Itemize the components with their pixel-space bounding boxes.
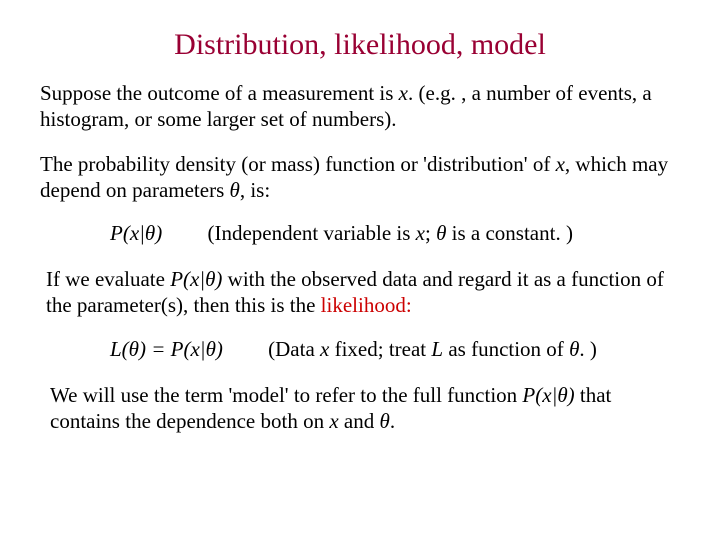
eq2-rhs-b: fixed; treat xyxy=(329,337,431,361)
p4-text-a: We will use the term 'model' to refer to… xyxy=(50,383,522,407)
eq2-rhs-a: (Data xyxy=(268,337,320,361)
eq1-lhs: P(x|θ) xyxy=(110,221,162,246)
paragraph-3: If we evaluate P(x|θ) with the observed … xyxy=(46,266,680,319)
eq2-rhs: (Data x fixed; treat L as function of θ.… xyxy=(268,337,597,361)
p2-var-x: x xyxy=(556,152,565,176)
equation-1: P(x|θ) (Independent variable is x; θ is … xyxy=(40,221,680,246)
eq1-rhs-theta: θ xyxy=(436,221,446,245)
equation-2: L(θ) = P(x|θ) (Data x fixed; treat L as … xyxy=(40,337,680,362)
p3-likelihood: likelihood: xyxy=(321,293,412,317)
p3-text-a: If we evaluate xyxy=(46,267,170,291)
paragraph-1: Suppose the outcome of a measurement is … xyxy=(40,80,680,133)
p4-pxtheta: P(x|θ) xyxy=(522,383,574,407)
eq2-rhs-theta: θ xyxy=(569,337,579,361)
paragraph-2: The probability density (or mass) functi… xyxy=(40,151,680,204)
p1-text-a: Suppose the outcome of a measurement is xyxy=(40,81,399,105)
p1-var-x: x xyxy=(399,81,408,105)
eq2-rhs-x: x xyxy=(320,337,329,361)
eq2-lhs: L(θ) = P(x|θ) xyxy=(110,337,223,362)
eq1-rhs: (Independent variable is x; θ is a const… xyxy=(207,221,572,245)
eq1-rhs-c: is a constant. ) xyxy=(446,221,573,245)
p2-text-c: , is: xyxy=(240,178,270,202)
p4-var-theta: θ xyxy=(379,409,389,433)
eq2-rhs-L: L xyxy=(431,337,443,361)
p4-text-d: . xyxy=(390,409,395,433)
slide-title: Distribution, likelihood, model xyxy=(40,28,680,62)
p4-text-c: and xyxy=(339,409,380,433)
eq2-rhs-d: . ) xyxy=(579,337,597,361)
eq1-rhs-b: ; xyxy=(425,221,436,245)
p3-pxtheta: P(x|θ) xyxy=(170,267,222,291)
eq1-rhs-x: x xyxy=(416,221,425,245)
p2-text-a: The probability density (or mass) functi… xyxy=(40,152,556,176)
eq1-rhs-a: (Independent variable is xyxy=(207,221,415,245)
paragraph-4: We will use the term 'model' to refer to… xyxy=(50,382,680,435)
p4-var-x: x xyxy=(329,409,338,433)
p2-var-theta: θ xyxy=(230,178,240,202)
slide: Distribution, likelihood, model Suppose … xyxy=(0,0,720,540)
eq2-rhs-c: as function of xyxy=(443,337,569,361)
